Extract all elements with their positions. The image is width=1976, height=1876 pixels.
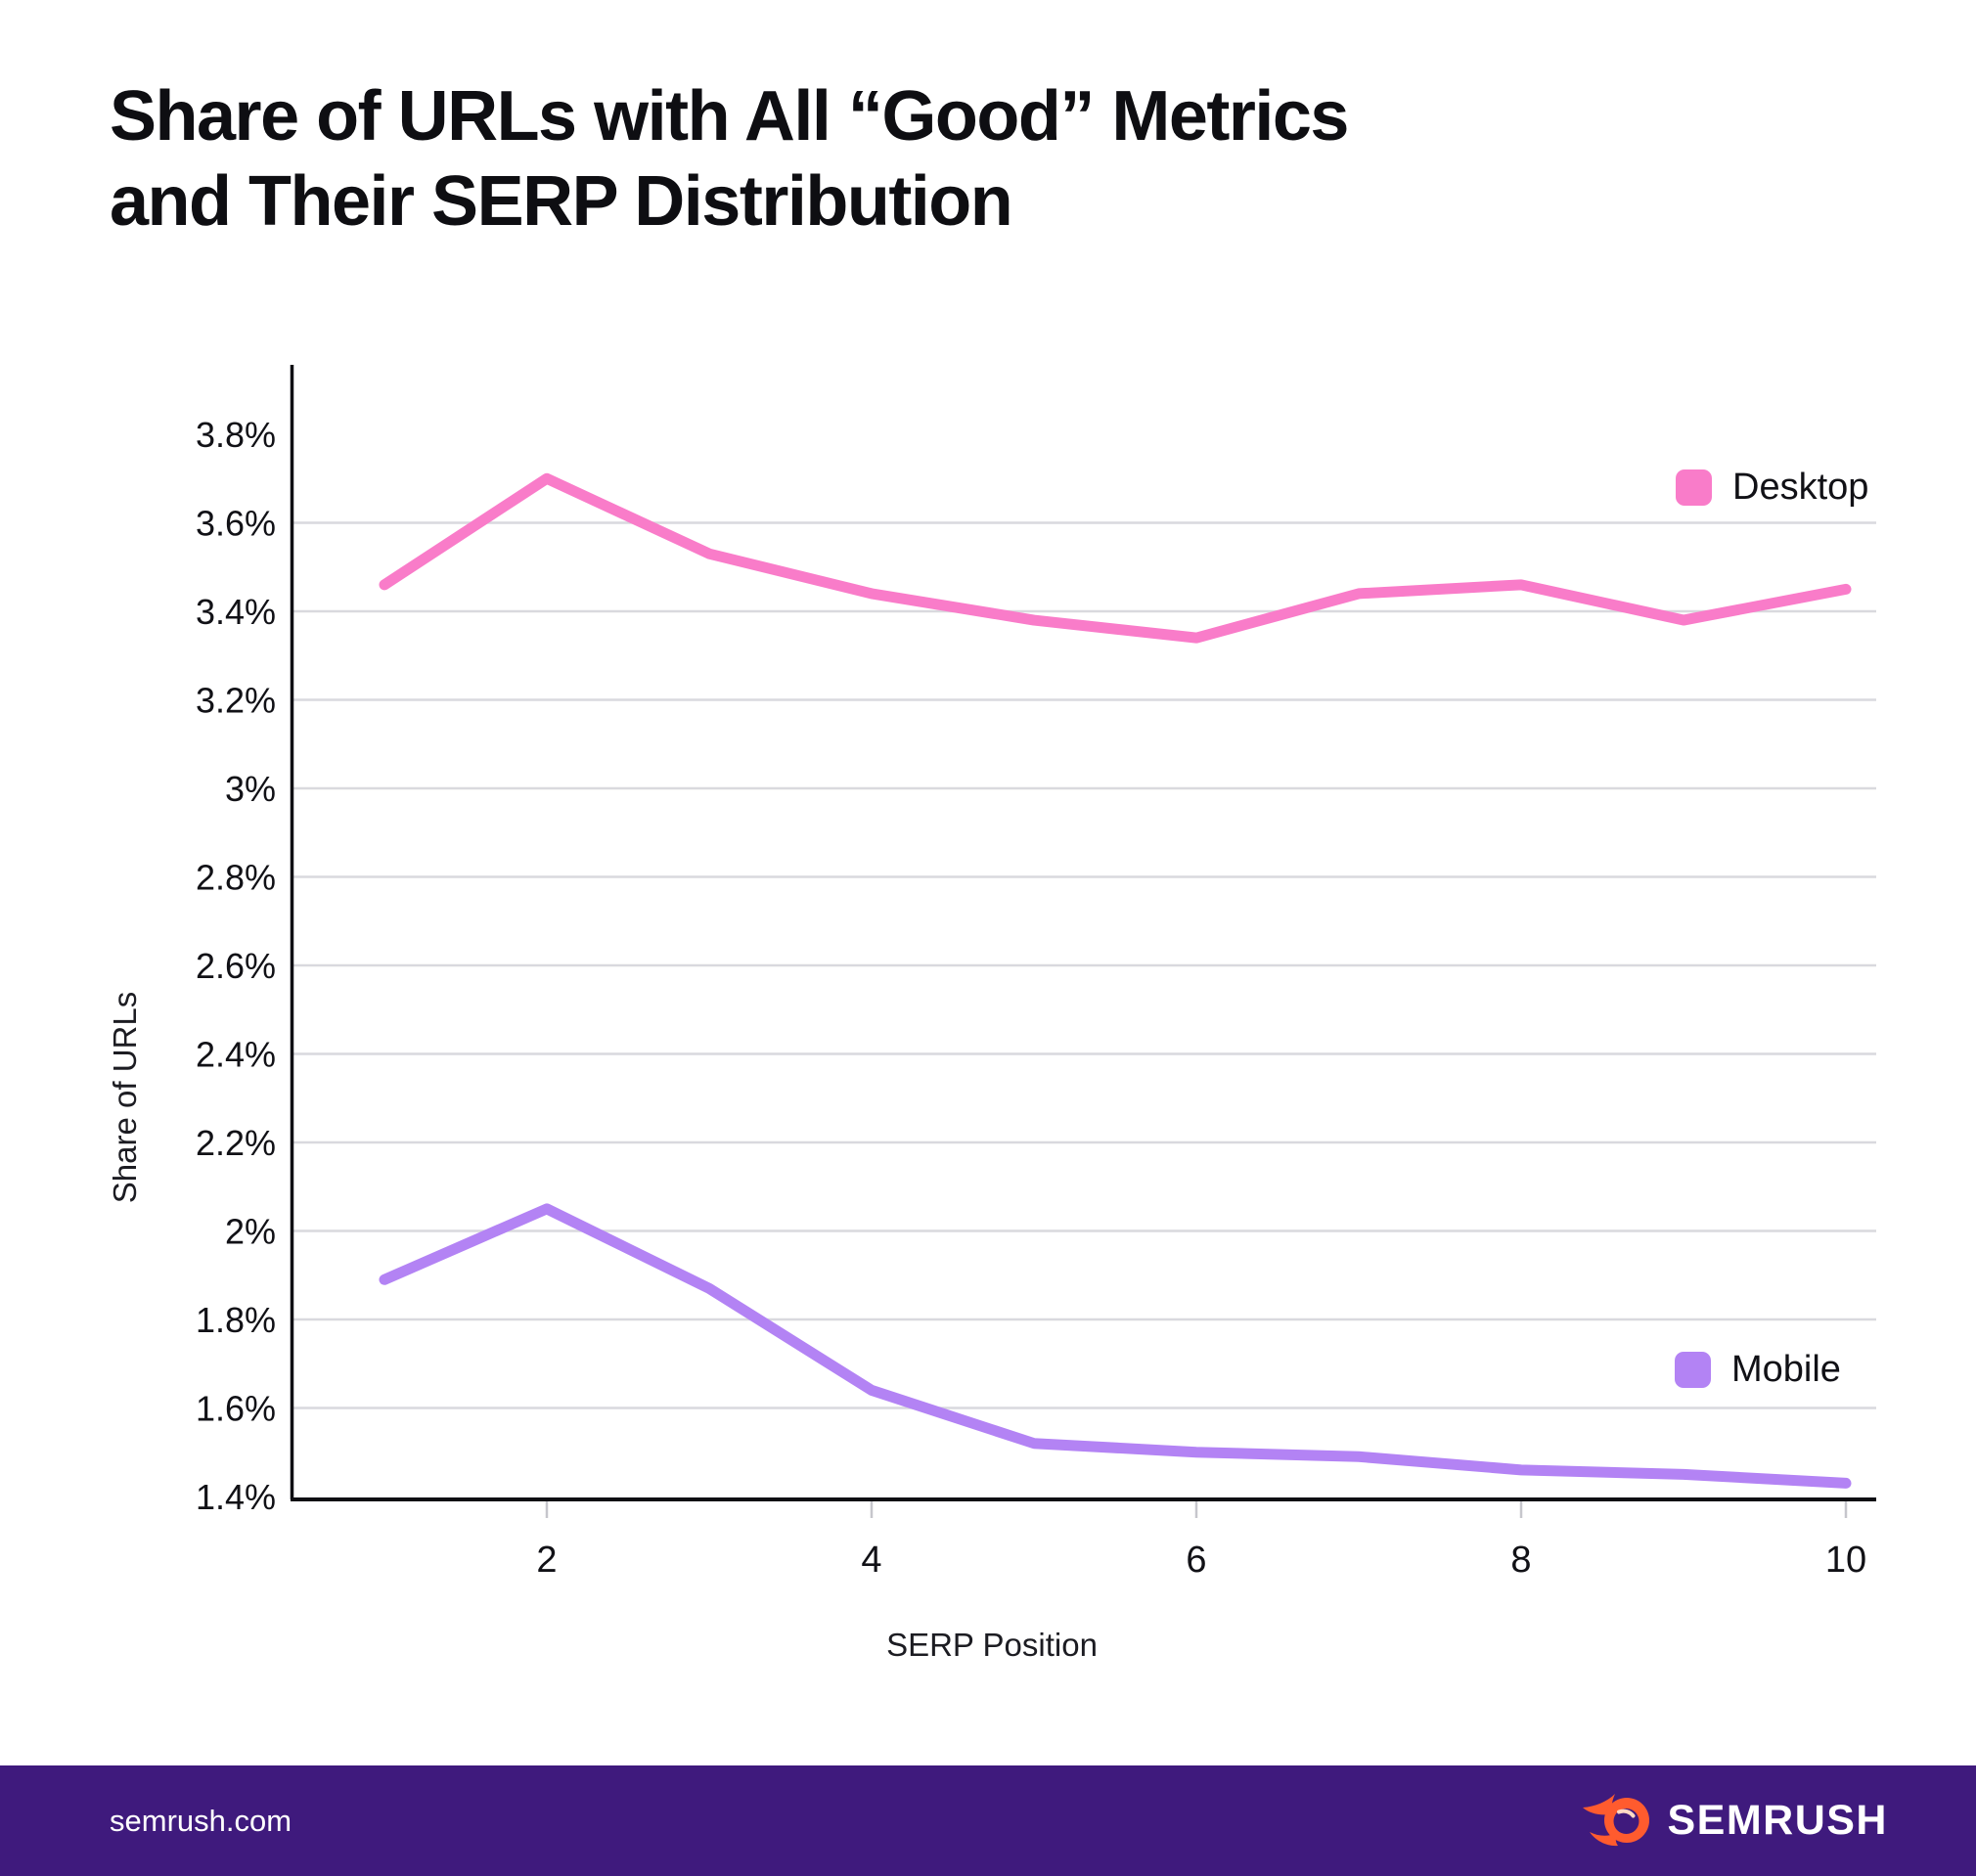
- x-tick-label: 4: [861, 1540, 881, 1581]
- footer-site-text: semrush.com: [110, 1803, 292, 1838]
- y-tick-label: 2.2%: [196, 1123, 276, 1163]
- y-tick-label: 1.8%: [196, 1300, 276, 1340]
- x-tick-label: 2: [536, 1540, 557, 1581]
- footer-bar: semrush.com SEMRUSH: [0, 1765, 1976, 1876]
- chart-title: Share of URLs with All “Good” Metrics an…: [110, 74, 1349, 245]
- y-tick-label: 3.4%: [196, 592, 276, 632]
- chart-title-line2: and Their SERP Distribution: [110, 162, 1013, 241]
- y-tick-label: 2.8%: [196, 858, 276, 898]
- mobile-line: [379, 1203, 1852, 1489]
- footer-brand-text: SEMRUSH: [1667, 1797, 1888, 1844]
- x-axis-title: SERP Position: [886, 1627, 1098, 1663]
- x-tick-label: 6: [1186, 1540, 1206, 1581]
- semrush-logo: SEMRUSH: [1581, 1791, 1888, 1852]
- mobile-legend-swatch: [1675, 1352, 1711, 1388]
- desktop-line: [379, 472, 1852, 644]
- y-tick-label: 2%: [225, 1212, 276, 1252]
- y-tick-label: 1.6%: [196, 1389, 276, 1429]
- y-tick-label: 3.2%: [196, 681, 276, 721]
- desktop-legend-swatch: [1676, 469, 1712, 506]
- y-axis-title: Share of URLs: [107, 991, 143, 1204]
- y-tick-label: 1.4%: [196, 1477, 276, 1517]
- chart-title-line1: Share of URLs with All “Good” Metrics: [110, 77, 1349, 156]
- y-tick-label: 2.6%: [196, 946, 276, 986]
- semrush-flame-icon: [1583, 1793, 1650, 1846]
- x-tick-label: 10: [1825, 1540, 1866, 1581]
- desktop-legend-label: Desktop: [1732, 467, 1869, 508]
- y-tick-label: 3.8%: [196, 415, 276, 455]
- y-tick-label: 3.6%: [196, 504, 276, 544]
- x-tick-label: 8: [1510, 1540, 1531, 1581]
- y-tick-label: 3%: [225, 769, 276, 809]
- mobile-legend-label: Mobile: [1731, 1349, 1841, 1390]
- legend-desktop: Desktop: [1676, 467, 1868, 509]
- legend-mobile: Mobile: [1675, 1349, 1841, 1391]
- y-tick-label: 2.4%: [196, 1035, 276, 1075]
